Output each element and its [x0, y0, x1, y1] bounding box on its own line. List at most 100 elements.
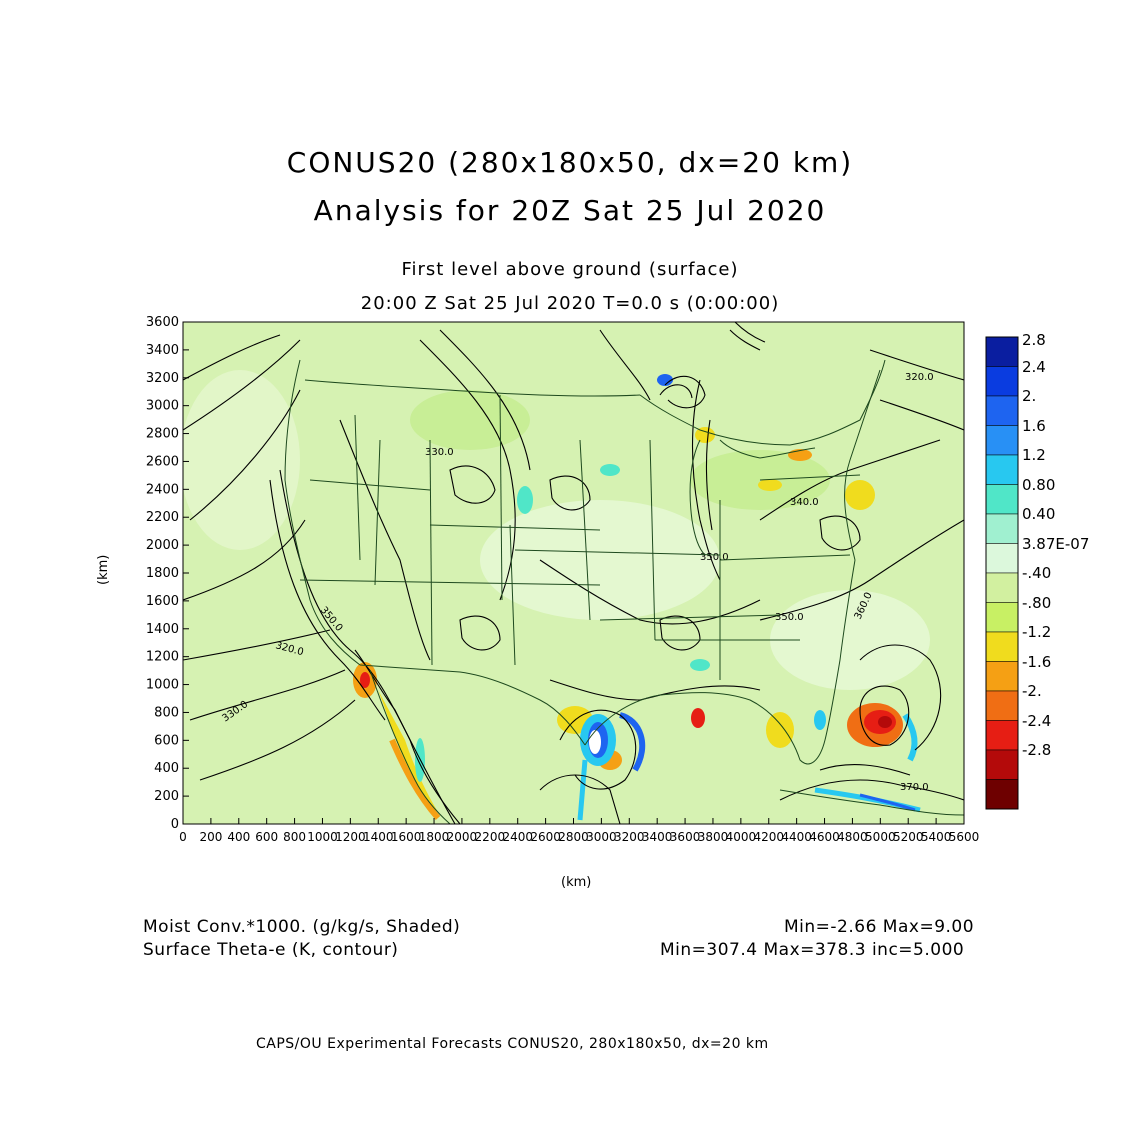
y-tick-label: 2400 [146, 482, 179, 497]
colorbar-label: -2. [1022, 682, 1042, 700]
coastline [584, 559, 856, 765]
contour-line [599, 329, 651, 401]
contour-line [199, 699, 356, 781]
contour-line [859, 644, 942, 751]
colorbar-swatch [985, 572, 1019, 603]
state-border [514, 549, 721, 556]
contour-label: 340.0 [790, 497, 819, 508]
x-axis-label: (km) [561, 875, 592, 890]
shade-patch [378, 690, 440, 815]
colorbar-label: 1.6 [1022, 416, 1046, 435]
y-tick-label: 600 [154, 733, 179, 748]
shade-patch [691, 708, 705, 728]
country-border [359, 664, 586, 746]
x-tick-label: 5400 [921, 830, 952, 844]
x-tick-label: 4200 [753, 830, 784, 844]
y-tick-label: 2000 [146, 538, 179, 553]
contour-line [459, 615, 501, 651]
colorbar-swatch [985, 513, 1019, 544]
y-tick-label: 1400 [146, 622, 179, 637]
shade-patch [902, 713, 918, 762]
colorbar-swatch [985, 661, 1019, 692]
x-axis: 0 200 400 600 800 100012001400160018002000220… [179, 818, 979, 844]
contour-field-label: Surface Theta-e (K, contour) [143, 940, 399, 960]
colorbar-frame [985, 336, 1019, 810]
x-tick-label: 5200 [893, 830, 924, 844]
contour-line [269, 479, 386, 721]
shade-patch [814, 710, 826, 730]
shade-patch [577, 759, 588, 821]
contour-line [759, 439, 941, 521]
x-tick-label: 2000 [447, 830, 478, 844]
shade-patch [878, 716, 892, 728]
shade-patch [410, 390, 530, 450]
y-tick-label: 0 [171, 817, 179, 832]
y-tick-label: 1800 [146, 566, 179, 581]
x-tick-label: 1400 [363, 830, 394, 844]
colorbar-label: -1.6 [1022, 652, 1052, 671]
contour-line [183, 339, 301, 431]
colorbar-label: -.80 [1022, 593, 1052, 612]
x-tick-label: 3400 [642, 830, 673, 844]
contour-line [734, 322, 766, 343]
shade-patch [695, 427, 715, 443]
state-border [299, 579, 601, 586]
shaded-field-stats: Min=-2.66 Max=9.00 [784, 917, 975, 937]
contour-line [691, 379, 721, 581]
colorbar-label: -2.4 [1022, 711, 1052, 730]
contour-line [779, 779, 964, 801]
shade-patch [589, 730, 601, 754]
shade-patch [845, 480, 875, 510]
y-tick-label: 2200 [146, 510, 179, 525]
x-tick-label: 600 [255, 830, 278, 844]
y-tick-label: 2800 [146, 427, 179, 442]
title-line-1: CONUS20 (280x180x50, dx=20 km) [286, 146, 854, 179]
x-tick-label: 5000 [865, 830, 896, 844]
state-border [599, 614, 781, 621]
contour-label: 350.0 [700, 552, 729, 563]
y-tick-label: 1000 [146, 678, 179, 693]
contour-label: 370.0 [900, 782, 929, 793]
shade-patch [690, 659, 710, 671]
state-border [309, 479, 431, 491]
y-tick-label: 3000 [146, 399, 179, 414]
colorbar-label: -2.8 [1022, 741, 1052, 759]
shade-patch [517, 486, 533, 514]
subtitle-line-2: 20:00 Z Sat 25 Jul 2020 T=0.0 s (0:00:00… [360, 293, 780, 314]
state-border [429, 524, 601, 531]
x-tick-label: 4000 [726, 830, 757, 844]
coastline [719, 439, 761, 459]
contour-line [539, 774, 621, 824]
country-border [304, 379, 641, 397]
y-tick-label: 1600 [146, 594, 179, 609]
subtitle-line-1: First level above ground (surface) [401, 259, 739, 280]
contour-line [189, 669, 346, 721]
shade-patch [657, 374, 673, 386]
contour-line [729, 329, 761, 351]
x-tick-label: 1600 [391, 830, 422, 844]
contour-label: 350.0 [775, 612, 804, 623]
contour-line [439, 329, 531, 471]
y-tick-label: 1200 [146, 650, 179, 665]
contour-line [664, 375, 706, 409]
state-border [374, 439, 381, 586]
colorbar [985, 336, 1019, 810]
colorbar-label: -.40 [1022, 564, 1052, 582]
shade-patch [618, 712, 646, 772]
state-border [429, 439, 433, 666]
contour-line [354, 649, 456, 824]
state-border [354, 414, 361, 561]
x-tick-label: 3800 [698, 830, 729, 844]
shade-patch [600, 464, 620, 476]
contour-line [183, 334, 281, 381]
shade-patch [758, 479, 782, 491]
x-tick-label: 0 [179, 830, 187, 844]
x-tick-label: 1200 [335, 830, 366, 844]
x-tick-label: 4600 [809, 830, 840, 844]
x-tick-label: 400 [227, 830, 250, 844]
colorbar-label: 2. [1022, 387, 1037, 405]
contour-line [539, 559, 761, 625]
country-border [639, 359, 886, 446]
colorbar-label: 3.87E-07 [1022, 534, 1090, 553]
contour-field-stats: Min=307.4 Max=378.3 inc=5.000 [660, 940, 965, 960]
